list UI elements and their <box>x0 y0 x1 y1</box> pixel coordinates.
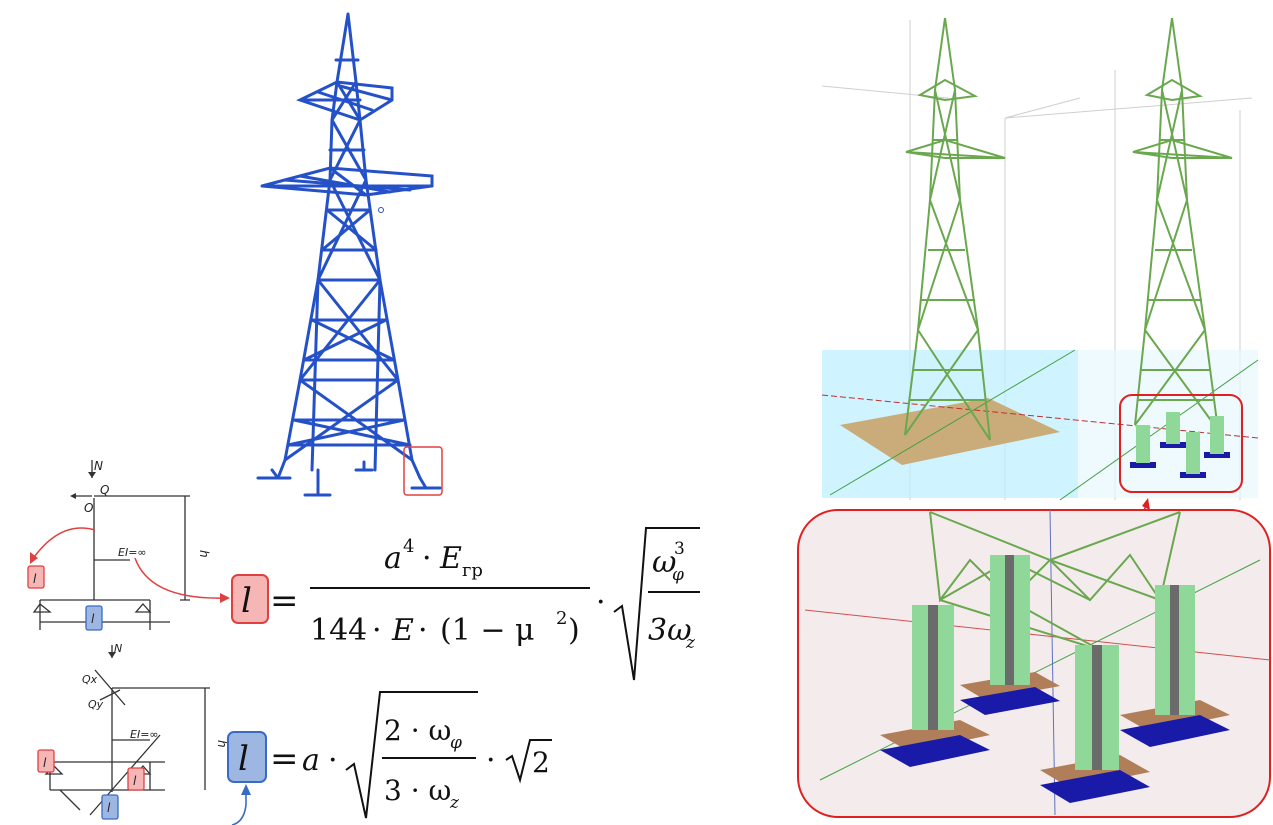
f1-den-144: 144 <box>310 613 367 648</box>
s1-h-label: h <box>197 550 211 558</box>
formula-1: l = a 4 · E гр 144 · E · (1 − μ 2 ) · ω … <box>231 527 700 681</box>
green-tower-slab <box>904 17 1006 441</box>
s2-h-label: h <box>215 740 229 748</box>
f1-num-sub: гр <box>462 560 483 581</box>
f2-dot2: · <box>486 743 496 778</box>
s2-l-blue: l <box>107 801 111 815</box>
f1-den-exp: 2 <box>556 608 567 629</box>
f1-root-num: ω <box>652 545 676 580</box>
small-piles <box>1130 412 1230 478</box>
s2-Qy-label: Qy <box>88 698 104 711</box>
f1-den-E: E <box>391 613 414 648</box>
s2-l-red-left: l <box>43 756 47 770</box>
f1-lhs: l <box>241 581 252 621</box>
s1-Q-label: Q <box>100 483 109 497</box>
f2-root-num: 2 · ω <box>384 714 451 747</box>
f1-num-dot: · <box>422 541 432 576</box>
s2-l-red-right: l <box>133 774 137 788</box>
f1-num-E: E <box>439 541 462 576</box>
f2-sqrt2: 2 <box>532 746 550 779</box>
s2-Qx-label: Qx <box>82 673 98 686</box>
f2-lhs: l <box>238 739 249 779</box>
s1-N-label: N <box>94 459 103 473</box>
f1-root-den: 3ω <box>648 613 692 648</box>
formula-2: l = a · 2 · ω φ 3 · ω z · 2 <box>227 691 552 825</box>
f1-root-num-sub: φ <box>672 565 684 585</box>
scheme-1: N Q O EI=∞ h l l <box>27 459 230 631</box>
zoom-panel <box>797 509 1271 818</box>
f2-root-den: 3 · ω <box>384 774 451 807</box>
s1-l-red: l <box>33 572 37 586</box>
s1-l-blue: l <box>91 612 95 626</box>
f2-a: a <box>302 743 320 778</box>
f2-equals: = <box>270 739 299 779</box>
f1-den-dot1: · <box>372 613 382 648</box>
large-piles <box>880 555 1230 803</box>
f1-equals: = <box>270 581 299 621</box>
f2-root-num-sub: φ <box>450 733 462 753</box>
s1-EI-label: EI=∞ <box>118 546 147 559</box>
s1-O-label: O <box>84 501 93 515</box>
f1-den-paren: (1 − μ <box>440 613 535 648</box>
f1-num-exp: 4 <box>403 536 414 557</box>
scheme-2: N Qx Qy EI=∞ h l l l <box>37 642 229 820</box>
f1-den-close: ) <box>568 613 580 648</box>
s2-EI-label: EI=∞ <box>130 728 159 741</box>
foundation-slab <box>840 398 1060 465</box>
piles-highlight-box <box>1119 394 1243 493</box>
f2-dot1: · <box>328 743 338 778</box>
f1-root-num-sup: 3 <box>674 539 685 559</box>
f1-mid-dot: · <box>596 585 606 620</box>
s2-N-label: N <box>114 642 122 655</box>
f1-root-den-sub: z <box>685 633 696 653</box>
f1-num-a: a <box>384 541 402 576</box>
f1-den-dot2: · <box>418 613 428 648</box>
green-tower-piles <box>1132 17 1233 431</box>
foot-highlight-box <box>403 446 443 496</box>
f2-root-den-sub: z <box>449 793 460 813</box>
